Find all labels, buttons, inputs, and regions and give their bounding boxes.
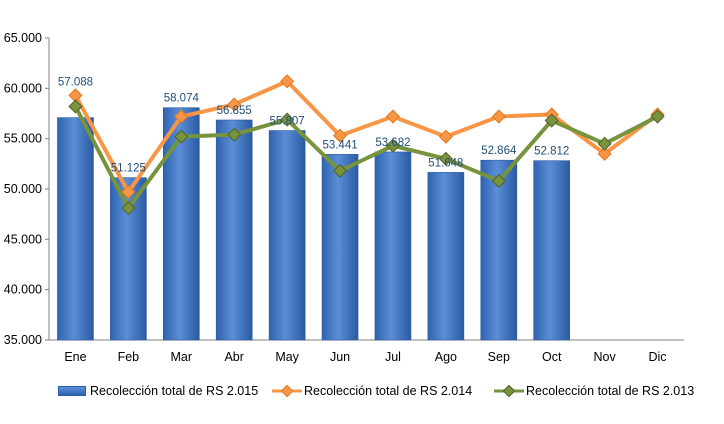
- data-label: 55.807: [270, 116, 305, 128]
- line-2013-marker: [491, 173, 506, 189]
- y-axis-labels: 35.000 40.000 45.000 50.000 55.000 60.000 65.0…: [4, 31, 42, 347]
- legend-label-2013: Recolección total de RS 2.013: [526, 384, 695, 398]
- bar: [480, 159, 518, 341]
- chart-axes: [45, 37, 684, 341]
- x-tick-label: Dic: [649, 350, 667, 364]
- line-2013-marker: [227, 127, 242, 142]
- bar: [268, 130, 306, 341]
- x-tick-label: Nov: [594, 350, 617, 364]
- data-labels: 57.088 51.125 58.074 56.855 55.807 53.441 53.6…: [58, 77, 569, 175]
- x-tick-label: Mar: [171, 350, 193, 364]
- y-tick-label: 40.000: [4, 283, 42, 297]
- data-label: 53.441: [322, 139, 357, 151]
- bar: [321, 154, 359, 341]
- line-2013-marker: [280, 112, 295, 127]
- legend-label-2014: Recolección total de RS 2.014: [304, 384, 473, 398]
- x-axis-labels: Ene Feb Mar Abr May Jun Jul Ago Sep Oct Nov Dic: [64, 350, 666, 364]
- bar: [162, 107, 200, 341]
- bar: [427, 172, 465, 341]
- line-2014-marker: [491, 109, 506, 124]
- y-tick-label: 65.000: [4, 31, 42, 45]
- line-2013-marker: [544, 113, 559, 128]
- data-label: 53.682: [375, 137, 410, 149]
- line-2013-marker: [121, 201, 136, 216]
- y-tick-label: 35.000: [4, 333, 42, 347]
- line-2014-marker: [174, 109, 189, 124]
- line-series: [68, 74, 665, 216]
- y-tick-label: 60.000: [4, 81, 42, 95]
- y-tick-label: 50.000: [4, 182, 42, 196]
- data-label: 51.125: [111, 163, 146, 175]
- line-2014-marker: [438, 129, 453, 144]
- line-2013-marker: [597, 136, 612, 151]
- line-2013-marker: [438, 151, 453, 166]
- data-label: 52.864: [481, 145, 517, 157]
- line-2014-marker: [597, 146, 612, 161]
- line-2014-marker: [332, 128, 348, 143]
- x-tick-label: May: [275, 350, 299, 364]
- line-2013-marker: [68, 99, 83, 114]
- legend-item-2013: Recolección total de RS 2.013: [494, 384, 694, 398]
- line-2014-marker: [385, 109, 401, 124]
- line-2013-marker: [174, 129, 189, 144]
- x-tick-label: Jul: [385, 350, 401, 364]
- data-label: 58.074: [164, 93, 200, 105]
- bar-series-2015: [57, 107, 571, 341]
- line-2014-marker: [280, 74, 295, 89]
- y-tick-label: 55.000: [4, 132, 42, 146]
- bar: [533, 160, 571, 341]
- y-tick-label: 45.000: [4, 232, 42, 246]
- x-tick-label: Oct: [542, 350, 562, 364]
- x-tick-label: Jun: [330, 350, 350, 364]
- x-tick-label: Abr: [224, 350, 243, 364]
- line-2014-marker: [227, 97, 242, 112]
- bar: [374, 151, 412, 341]
- legend-item-2014: Recolección total de RS 2.014: [272, 384, 472, 398]
- line-2014: [73, 79, 659, 195]
- data-label: 56.855: [217, 105, 252, 117]
- line-2013-marker: [650, 109, 665, 124]
- legend-bar-swatch: [58, 386, 86, 396]
- legend-line-swatch-2014: [272, 385, 302, 397]
- bar: [57, 117, 94, 341]
- x-tick-label: Ene: [64, 350, 86, 364]
- bar: [215, 119, 253, 341]
- line-2013-marker: [385, 138, 401, 153]
- legend-label-2015: Recolección total de RS 2.015: [90, 384, 259, 398]
- legend-line-swatch-2013: [494, 385, 524, 397]
- legend-item-2015: Recolección total de RS 2.015: [58, 384, 258, 398]
- data-label: 57.088: [58, 77, 93, 89]
- data-label: 52.812: [534, 146, 569, 158]
- line-2013: [73, 105, 659, 211]
- line-2014-marker: [68, 88, 83, 103]
- legend: Recolección total de RS 2.015 Recolecció…: [0, 384, 724, 404]
- line-2014-marker: [121, 184, 136, 200]
- line-2013-marker: [332, 163, 348, 178]
- data-label: 51.648: [428, 157, 463, 169]
- x-tick-label: Sep: [488, 350, 510, 364]
- x-tick-label: Feb: [118, 350, 140, 364]
- x-tick-label: Ago: [435, 350, 457, 364]
